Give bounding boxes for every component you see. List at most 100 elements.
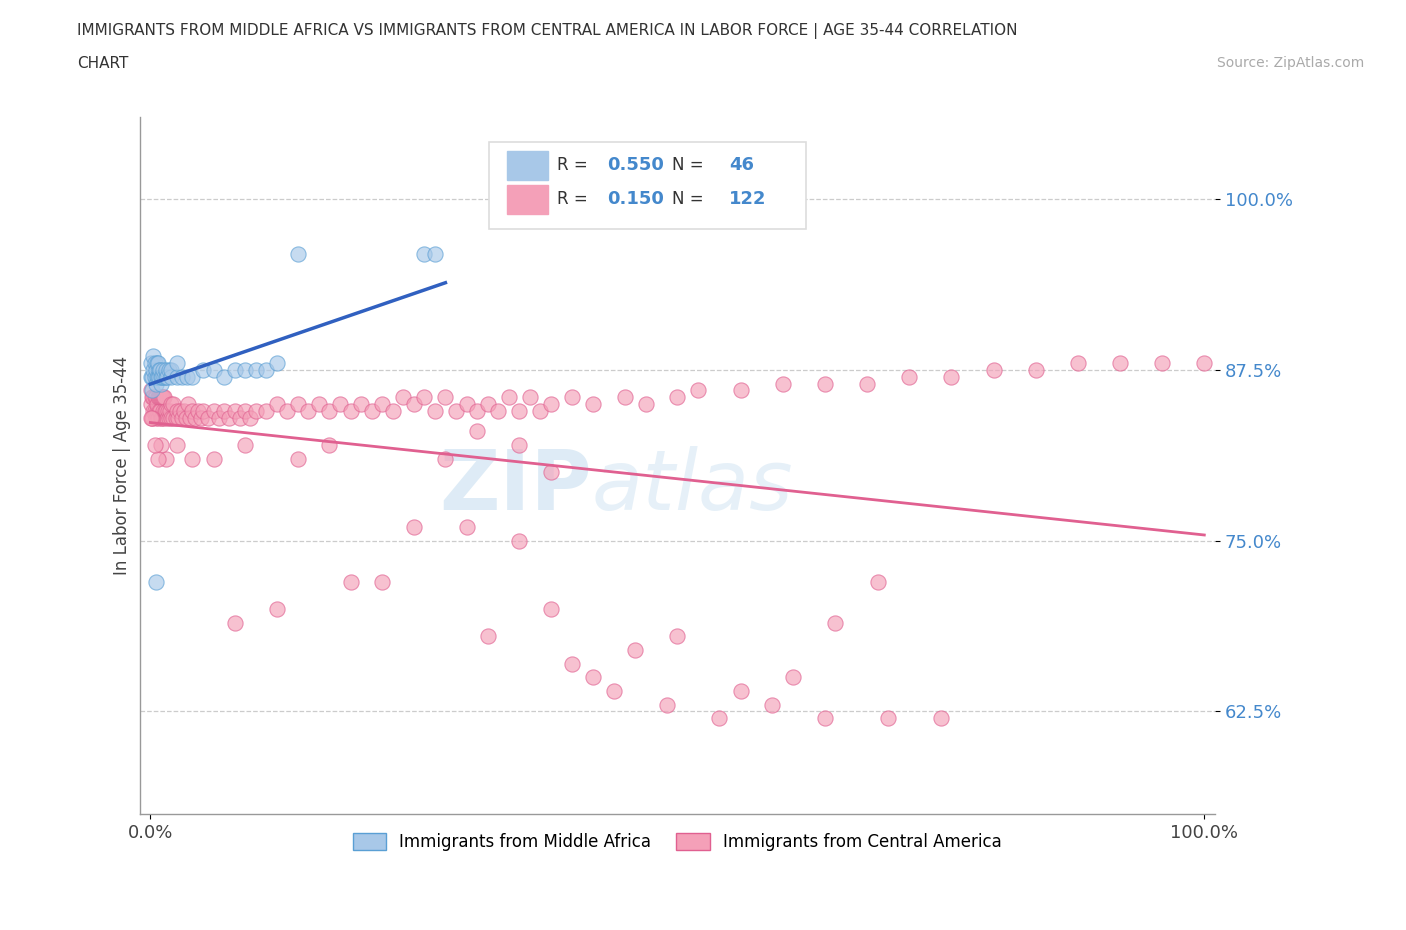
Point bbox=[166, 438, 188, 453]
Point bbox=[761, 192, 783, 206]
Point bbox=[143, 390, 166, 405]
Point bbox=[508, 438, 530, 453]
Point bbox=[179, 410, 201, 425]
Point bbox=[929, 711, 952, 725]
Point bbox=[183, 410, 205, 425]
Point bbox=[529, 404, 551, 418]
Point bbox=[898, 369, 921, 384]
Point bbox=[141, 383, 163, 398]
Point bbox=[208, 410, 231, 425]
Point bbox=[181, 404, 204, 418]
Point bbox=[141, 410, 163, 425]
Point bbox=[143, 369, 166, 384]
Text: N =: N = bbox=[672, 190, 703, 207]
Point bbox=[254, 404, 277, 418]
Point bbox=[413, 390, 436, 405]
Point bbox=[157, 404, 180, 418]
Point bbox=[143, 404, 166, 418]
Bar bbox=[508, 151, 548, 180]
Point bbox=[540, 602, 562, 617]
Point bbox=[339, 574, 361, 589]
Text: 122: 122 bbox=[728, 190, 766, 207]
Point bbox=[1109, 355, 1132, 370]
Point bbox=[162, 410, 184, 425]
Point bbox=[150, 410, 173, 425]
FancyBboxPatch shape bbox=[489, 141, 806, 229]
Point bbox=[423, 404, 446, 418]
Point bbox=[191, 404, 214, 418]
Point bbox=[655, 698, 678, 712]
Point bbox=[318, 438, 340, 453]
Text: Source: ZipAtlas.com: Source: ZipAtlas.com bbox=[1216, 56, 1364, 70]
Text: 0.150: 0.150 bbox=[607, 190, 664, 207]
Point bbox=[381, 404, 404, 418]
Point bbox=[160, 369, 183, 384]
Point bbox=[486, 404, 509, 418]
Point bbox=[152, 404, 174, 418]
Point bbox=[508, 404, 530, 418]
Point bbox=[423, 246, 446, 261]
Point bbox=[149, 438, 172, 453]
Point bbox=[814, 711, 837, 725]
Legend: Immigrants from Middle Africa, Immigrants from Central America: Immigrants from Middle Africa, Immigrant… bbox=[346, 826, 1008, 857]
Point bbox=[145, 369, 167, 384]
Point bbox=[149, 363, 172, 378]
Point bbox=[148, 363, 170, 378]
Point bbox=[153, 390, 176, 405]
Point bbox=[148, 404, 170, 418]
Point bbox=[582, 397, 605, 412]
Point bbox=[160, 363, 183, 378]
Point bbox=[157, 363, 180, 378]
Text: N =: N = bbox=[672, 155, 703, 174]
Text: ZIP: ZIP bbox=[439, 446, 592, 527]
Point bbox=[143, 438, 166, 453]
Point bbox=[498, 390, 520, 405]
Text: R =: R = bbox=[557, 190, 588, 207]
Point bbox=[159, 404, 181, 418]
Point bbox=[155, 369, 177, 384]
Point bbox=[202, 404, 225, 418]
Point bbox=[371, 397, 394, 412]
Point bbox=[202, 451, 225, 466]
Point bbox=[814, 376, 837, 391]
Point bbox=[141, 410, 163, 425]
Point bbox=[444, 404, 467, 418]
Point bbox=[477, 397, 499, 412]
Point bbox=[153, 369, 176, 384]
Point bbox=[245, 404, 267, 418]
Point bbox=[146, 355, 169, 370]
Point bbox=[666, 390, 689, 405]
Point bbox=[149, 390, 172, 405]
Point bbox=[145, 397, 167, 412]
Point bbox=[145, 390, 167, 405]
Point bbox=[824, 615, 846, 630]
Bar bbox=[508, 185, 548, 214]
Point bbox=[176, 369, 198, 384]
Point bbox=[153, 404, 176, 418]
Point bbox=[318, 404, 340, 418]
Point bbox=[477, 629, 499, 644]
Point bbox=[170, 410, 193, 425]
Point bbox=[169, 404, 191, 418]
Point bbox=[519, 390, 541, 405]
Point bbox=[1152, 355, 1174, 370]
Point bbox=[148, 369, 170, 384]
Point bbox=[166, 410, 188, 425]
Point bbox=[730, 684, 752, 698]
Point bbox=[360, 404, 382, 418]
Point bbox=[688, 383, 710, 398]
Point bbox=[170, 369, 193, 384]
Point bbox=[1194, 355, 1216, 370]
Point bbox=[166, 404, 188, 418]
Point bbox=[212, 404, 235, 418]
Point bbox=[145, 410, 167, 425]
Point bbox=[666, 629, 689, 644]
Point bbox=[1067, 355, 1090, 370]
Point bbox=[730, 383, 752, 398]
Point bbox=[456, 397, 478, 412]
Point bbox=[155, 363, 177, 378]
Point bbox=[212, 369, 235, 384]
Point bbox=[276, 404, 298, 418]
Point bbox=[339, 404, 361, 418]
Point bbox=[465, 404, 488, 418]
